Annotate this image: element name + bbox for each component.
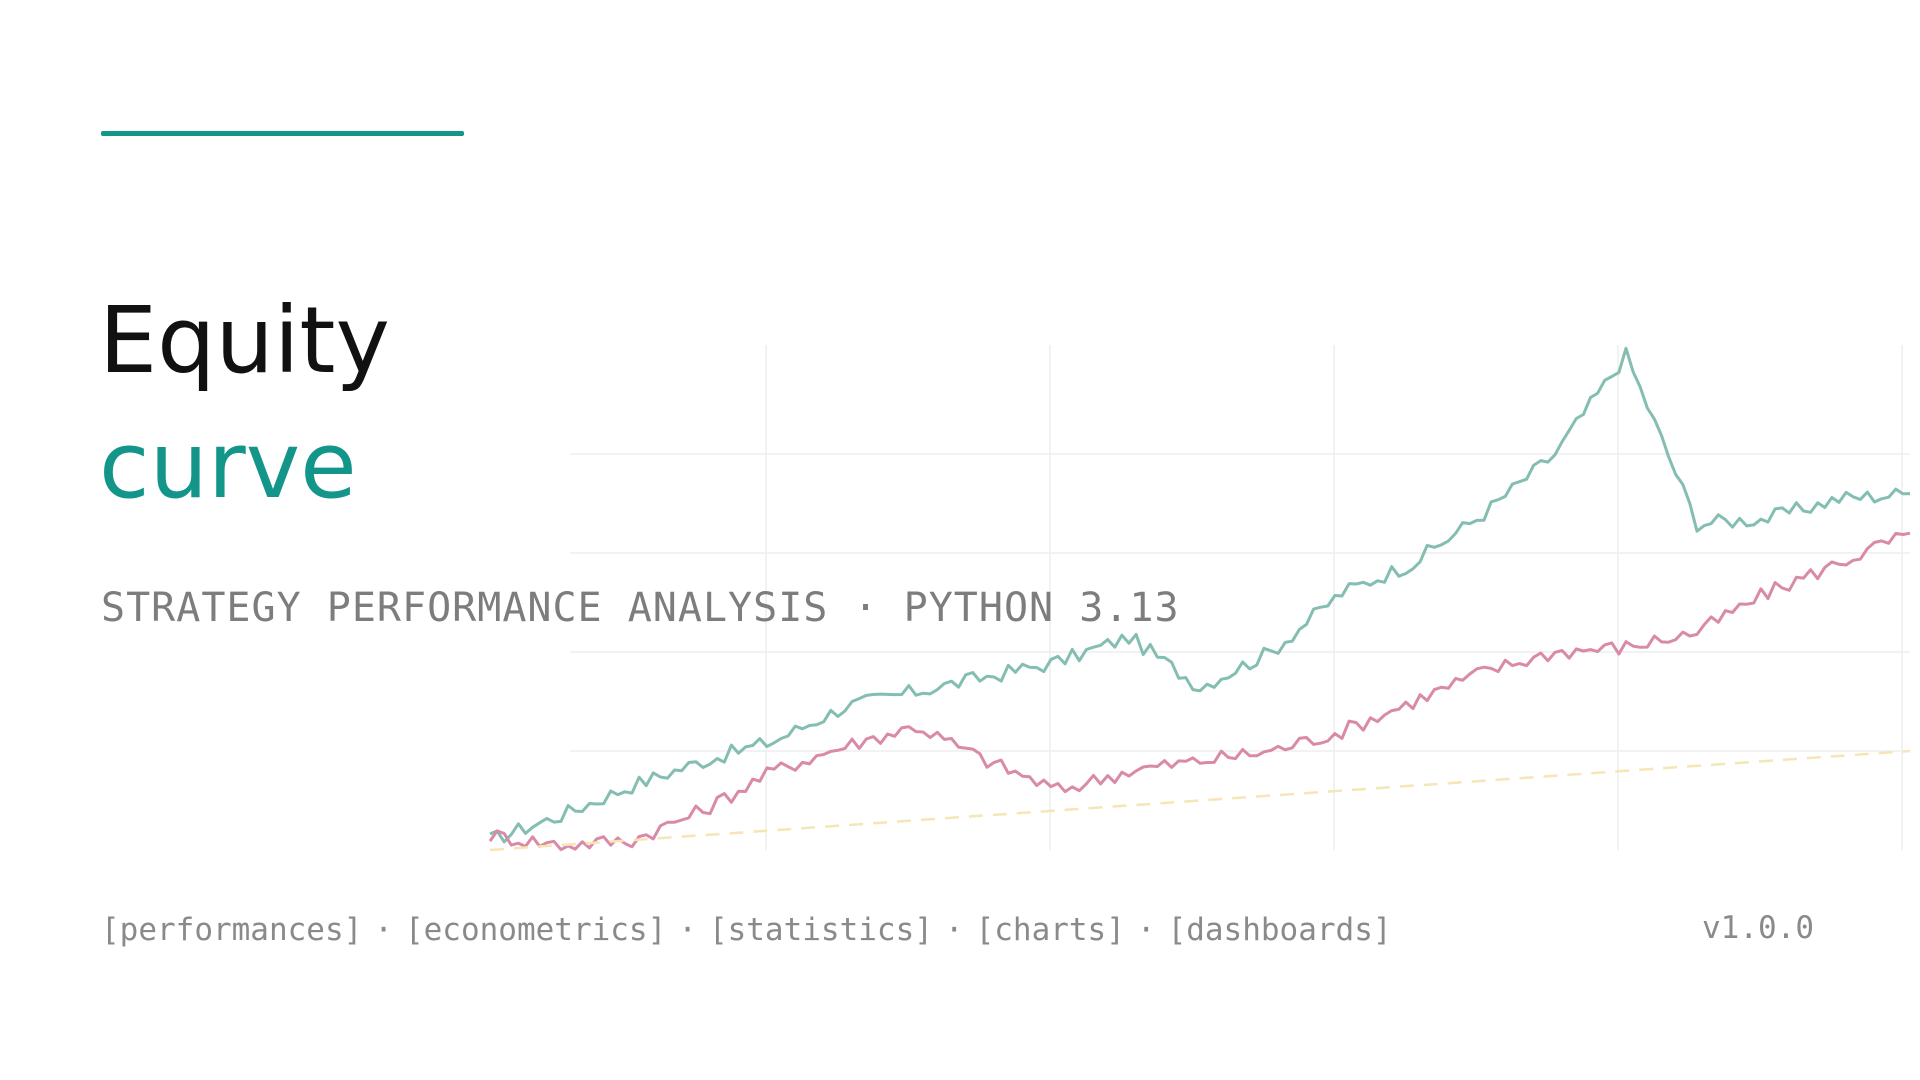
tag-separator: · (374, 912, 393, 948)
hero-title-primary: Equity (99, 287, 390, 394)
accent-rule (101, 131, 464, 136)
tag-separator: · (1136, 912, 1156, 948)
tag-statistics: [statistics] (708, 912, 933, 948)
hero-subtitle: STRATEGY PERFORMANCE ANALYSIS · PYTHON 3… (101, 585, 1180, 631)
tag-dashboards: [dashboards] (1167, 912, 1392, 948)
hero-title-secondary: curve (99, 412, 357, 519)
tag-separator: · (944, 912, 964, 948)
tag-econometrics: [econometrics] (404, 912, 667, 948)
tag-separator: · (678, 912, 697, 948)
tag-performances: [performances] (101, 912, 363, 948)
benchmark-series-line (488, 531, 1911, 852)
topic-tags: [performances] · [econometrics] · [statistic… (101, 915, 1392, 946)
baseline-series-line (489, 749, 1911, 852)
strategy-series-line (489, 346, 1911, 844)
version-label: v1.0.0 (1702, 910, 1814, 946)
tag-charts: [charts] (975, 912, 1125, 948)
